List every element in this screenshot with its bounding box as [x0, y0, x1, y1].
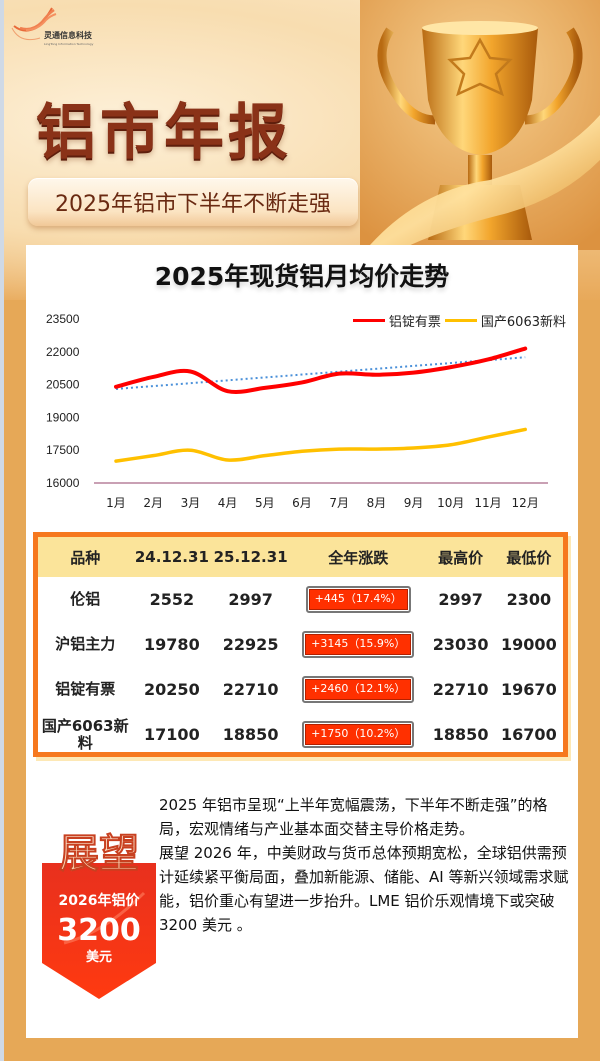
- row-name: 铝锭有票: [55, 680, 116, 699]
- x-tick-label: 7月: [329, 496, 349, 510]
- row-low: 2300: [506, 589, 552, 609]
- row-high: 22710: [432, 679, 489, 699]
- chart-legend: 铝锭有票 国产6063新料: [352, 311, 566, 330]
- header-variety: 品种: [38, 537, 133, 577]
- outlook-paragraph-1: 2025 年铝市呈现“上半年宽幅震荡，下半年不断走强”的格局，宏观情绪与产业基本…: [159, 796, 548, 838]
- row-end: 18850: [222, 724, 279, 744]
- row-start: 20250: [144, 679, 200, 699]
- page-title: 铝市年报: [36, 98, 292, 168]
- subtitle-text: 2025年铝市下半年不断走强: [55, 192, 331, 217]
- series-line-1: [114, 346, 528, 395]
- change-value: +1750（10.2%）: [305, 724, 412, 745]
- header-start-date: 24.12.31: [132, 537, 212, 577]
- table-row: 伦铝 2552 2997 +445（17.4%） 2997 2300: [38, 577, 563, 622]
- change-value: +3145（15.9%）: [305, 634, 412, 655]
- badge-title: 展望: [59, 831, 139, 877]
- y-tick-label: 20500: [46, 378, 80, 392]
- x-tick-label: 9月: [404, 496, 424, 510]
- header-annual-change: 全年涨跌: [290, 537, 427, 577]
- row-name: 伦铝: [70, 590, 101, 609]
- x-tick-label: 4月: [218, 496, 238, 510]
- change-badge: +445（17.4%）: [305, 586, 411, 613]
- trophy-icon: [360, 0, 600, 250]
- y-tick-label: 22000: [46, 345, 80, 359]
- x-tick-label: 5月: [255, 496, 275, 510]
- x-tick-label: 11月: [474, 496, 501, 510]
- y-tick-label: 16000: [46, 476, 80, 490]
- row-low: 16700: [501, 724, 557, 744]
- x-tick-label: 2月: [143, 496, 163, 510]
- outlook-text: 2025 年铝市呈现“上半年宽幅震荡，下半年不断走强”的格局，宏观情绪与产业基本…: [159, 793, 569, 937]
- row-end: 22925: [222, 634, 279, 654]
- header-end-date: 25.12.31: [211, 537, 290, 577]
- outlook-paragraph-2: 展望 2026 年，中美财政与货币总体预期宽松，全球铝供需预计延续紧平衡局面，叠…: [159, 844, 569, 934]
- badge-price: 3200: [57, 913, 141, 948]
- legend-swatch-yellow: [444, 319, 477, 322]
- outlook-badge: 展望 2026年铝价 3200 美元: [42, 831, 156, 999]
- row-start: 19780: [144, 634, 200, 654]
- row-start: 17100: [144, 724, 200, 744]
- table-header-row: 品种 24.12.31 25.12.31 全年涨跌 最高价 最低价: [38, 537, 563, 577]
- y-tick-label: 19000: [46, 410, 80, 424]
- row-name: 沪铝主力: [55, 635, 116, 654]
- x-tick-label: 6月: [292, 496, 312, 510]
- badge-unit: 美元: [86, 949, 112, 965]
- subtitle-banner: 2025年铝市下半年不断走强: [28, 178, 358, 226]
- chart-title: 2025年现货铝月均价走势: [154, 262, 450, 291]
- line-chart: 16000 17500 19000 20500 22000 23500 1月 2月 3月 4月 5月…: [46, 312, 548, 510]
- row-end: 22710: [222, 679, 279, 699]
- x-tick-label: 3月: [181, 496, 201, 510]
- header-high: 最高价: [426, 537, 495, 577]
- header-low: 最低价: [494, 537, 563, 577]
- x-tick-label: 1月: [106, 496, 126, 510]
- change-value: +2460（12.1%）: [305, 679, 412, 700]
- row-high: 2997: [438, 589, 483, 609]
- y-tick-label: 23500: [46, 312, 80, 326]
- row-end: 2997: [228, 589, 273, 609]
- x-tick-label: 8月: [367, 496, 387, 510]
- logo-icon: [11, 7, 57, 41]
- change-badge: +2460（12.1%）: [302, 676, 415, 703]
- row-low: 19000: [501, 634, 557, 654]
- change-badge: +3145（15.9%）: [302, 631, 415, 658]
- legend-label-series2: 国产6063新料: [480, 315, 566, 330]
- row-high: 23030: [432, 634, 489, 654]
- table-row: 沪铝主力 19780 22925 +3145（15.9%） 23030 1900…: [38, 622, 563, 667]
- left-edge-strip: [0, 0, 4, 1061]
- table-row: 国产6063新料 17100 18850 +1750（10.2%） 18850 …: [38, 712, 563, 757]
- series-line-2: [114, 427, 527, 463]
- row-high: 18850: [432, 724, 489, 744]
- table-row: 铝锭有票 20250 22710 +2460（12.1%） 22710 1967…: [38, 667, 563, 712]
- change-badge: +1750（10.2%）: [302, 721, 415, 748]
- row-start: 2552: [149, 589, 195, 609]
- logo-subtitle: LingTong Information Technology: [44, 42, 94, 46]
- legend-swatch-red: [352, 319, 385, 322]
- content-panel: 2025年现货铝月均价走势 铝锭有票 国产6063新料 16000 17500 19…: [26, 245, 578, 1038]
- x-tick-label: 10月: [437, 496, 464, 510]
- trendline: [115, 356, 526, 390]
- y-tick-label: 17500: [46, 443, 80, 457]
- badge-line1: 2026年铝价: [59, 892, 141, 909]
- price-table: 品种 24.12.31 25.12.31 全年涨跌 最高价 最低价 伦铝 255…: [38, 537, 563, 757]
- change-value: +445（17.4%）: [308, 589, 408, 610]
- row-name: 国产6063新料: [41, 717, 129, 752]
- row-low: 19670: [501, 679, 557, 699]
- logo-name: 灵通信息科技: [44, 31, 92, 40]
- price-table-container: 品种 24.12.31 25.12.31 全年涨跌 最高价 最低价 伦铝 255…: [33, 532, 568, 757]
- x-tick-label: 12月: [512, 496, 539, 510]
- legend-label-series1: 铝锭有票: [388, 315, 441, 330]
